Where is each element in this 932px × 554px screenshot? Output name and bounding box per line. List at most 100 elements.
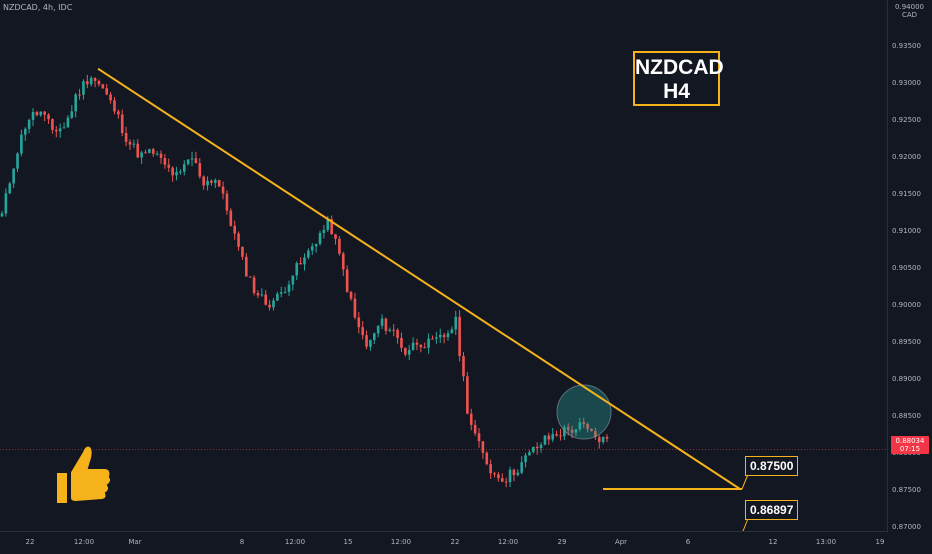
price-tick-label: 0.89000 [892, 375, 921, 383]
candle-body [574, 429, 578, 433]
candle-body [586, 423, 589, 429]
price-tick-label: 0.87500 [892, 486, 921, 494]
axis-currency: 0.94000 CAD [895, 3, 924, 19]
time-axis[interactable]: 22 12:00 Mar 8 12:00 15 12:00 22 12:00 29 Apr 6 12 13… [0, 531, 888, 550]
candle-body [423, 347, 427, 349]
candle-body [113, 100, 116, 112]
candle-body [148, 149, 151, 153]
candlestick-chart [0, 67, 888, 535]
candle-body [369, 339, 372, 347]
candle-body [252, 277, 256, 294]
candle-body [334, 234, 337, 239]
candle-body [97, 80, 101, 85]
candle-body [597, 437, 601, 442]
candle-body [241, 246, 244, 257]
candle-body [206, 180, 209, 186]
candle-body [8, 183, 12, 194]
candle-body [411, 342, 415, 350]
candle-body [35, 112, 39, 116]
candle-body [310, 246, 314, 251]
candle-body [136, 143, 140, 158]
candle-body [248, 276, 252, 278]
candle-body [70, 111, 74, 118]
candle-body [4, 193, 8, 214]
candle-body [151, 149, 155, 154]
candle-body [155, 153, 159, 155]
candle-body [225, 193, 229, 211]
candle-body [47, 114, 50, 120]
price-tick-label: 0.91000 [892, 227, 921, 235]
candle-body [338, 238, 341, 254]
candle-body [217, 179, 221, 187]
candle-body [74, 94, 77, 112]
candle-body [86, 81, 89, 85]
candle-body [590, 428, 593, 432]
time-tick-label: 12:00 [285, 538, 305, 546]
symbol-info: NZDCAD, 4h, IDC [3, 3, 73, 12]
candle-body [307, 250, 310, 258]
candle-body [78, 94, 81, 96]
trendline [97, 67, 741, 490]
candle-body [500, 478, 504, 482]
price-tick-label: 0.93500 [892, 42, 921, 50]
candle-body [214, 179, 217, 183]
time-tick-label: 12 [769, 538, 778, 546]
candle-body [566, 427, 570, 430]
candle-body [469, 413, 473, 425]
candle-body [39, 111, 43, 116]
candle-body [89, 77, 93, 85]
candle-body [93, 77, 97, 81]
candle-body [396, 329, 399, 338]
candle-body [330, 219, 333, 235]
candle-body [144, 152, 147, 154]
candle-body [384, 318, 388, 331]
candle-body [415, 342, 419, 345]
candle-body [473, 424, 477, 434]
price-tick-label: 0.92000 [892, 153, 921, 161]
candle-body [446, 333, 450, 338]
candle-body [163, 157, 167, 165]
candle-body [442, 334, 446, 338]
candle-body [349, 291, 353, 299]
candle-body [497, 474, 500, 479]
price-tick-label: 0.92500 [892, 116, 921, 124]
candle-body [485, 452, 489, 465]
time-tick-label: 12:00 [74, 538, 94, 546]
target-level-1-label: 0.87500 [745, 456, 799, 476]
time-tick-label: 6 [686, 538, 691, 546]
candle-body [295, 263, 299, 276]
candle-body [361, 327, 364, 336]
candle-body [117, 111, 120, 115]
candle-body [481, 441, 485, 453]
chart-plot-area[interactable] [0, 0, 888, 535]
candle-body [578, 422, 582, 430]
candle-body [438, 334, 442, 338]
price-tick-label: 0.90500 [892, 264, 921, 272]
target-level-2-label: 0.86897 [745, 500, 799, 520]
candle-body [27, 119, 31, 129]
candle-body [345, 269, 349, 292]
candle-body [373, 333, 376, 340]
price-axis[interactable]: 0.93500 0.93000 0.92500 0.92000 0.91500 0.910… [887, 0, 932, 550]
price-tick-label: 0.90000 [892, 301, 921, 309]
candle-body [407, 349, 411, 355]
candle-body [0, 213, 4, 217]
bar-countdown: 07:15 [899, 445, 921, 453]
candle-body [303, 257, 306, 265]
candle-body [62, 127, 66, 129]
time-tick-label: 12:00 [498, 538, 518, 546]
candle-body [31, 112, 35, 120]
time-tick-label: 12:00 [391, 538, 411, 546]
candle-body [341, 253, 345, 270]
candle-body [109, 94, 112, 101]
candle-body [594, 431, 597, 438]
candle-body [43, 111, 46, 115]
candle-body [233, 225, 236, 234]
candle-body [489, 464, 492, 474]
candle-body [132, 143, 136, 145]
candle-body [283, 291, 287, 293]
candle-body [202, 176, 205, 186]
candle-body [276, 293, 279, 301]
candle-body [524, 455, 527, 463]
candle-body [175, 171, 178, 176]
